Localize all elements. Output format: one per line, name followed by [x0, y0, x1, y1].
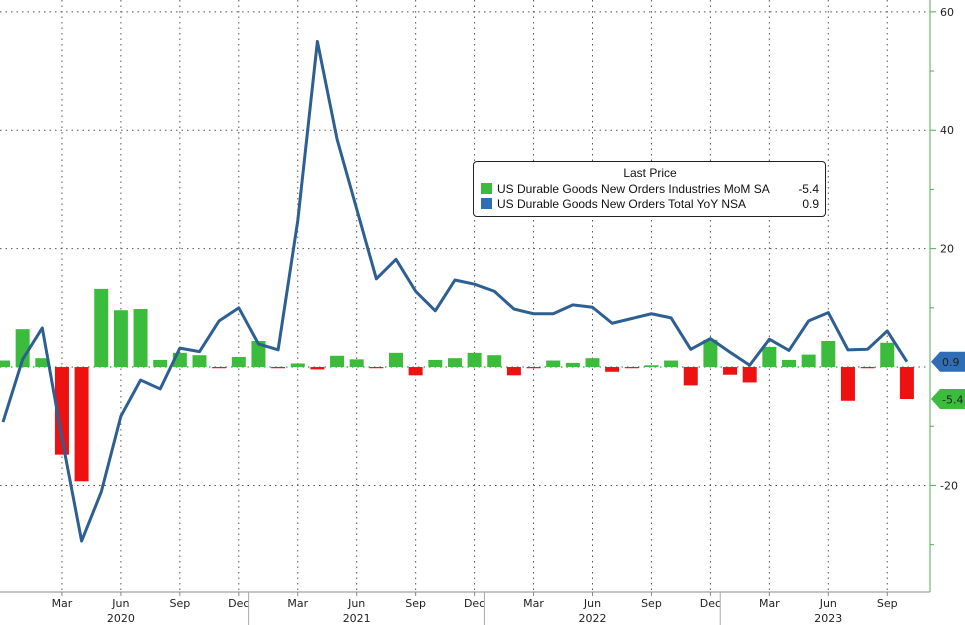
bar [290, 363, 305, 368]
x-tick-label: Jun [111, 597, 129, 610]
bar [624, 367, 639, 369]
bar [840, 367, 855, 401]
bar [585, 358, 600, 368]
x-year-label: 2023 [814, 612, 842, 625]
bar [153, 359, 168, 368]
legend: Last Price US Durable Goods New Orders I… [473, 161, 826, 217]
last-price-tag-line [931, 351, 965, 372]
bar [821, 340, 836, 368]
bar [310, 367, 325, 370]
y-tick-label: 20 [940, 243, 954, 256]
bar [782, 359, 796, 368]
x-tick-label: Dec [464, 597, 485, 610]
x-tick-label: Sep [405, 597, 426, 610]
bar [271, 367, 286, 369]
last-price-tag-bar-value: -5.4 [942, 394, 963, 407]
bar [447, 358, 462, 368]
bar [546, 360, 561, 368]
x-tick-label: Sep [877, 597, 898, 610]
bar [899, 367, 914, 400]
legend-label: US Durable Goods New Orders Industries M… [497, 181, 770, 196]
last-price-tags: 0.9 -5.4 [931, 351, 965, 410]
legend-swatch-green [481, 183, 492, 194]
bar [389, 352, 403, 368]
bar [428, 359, 443, 368]
bar [0, 360, 10, 368]
x-tick-label: Mar [523, 597, 544, 610]
bar [212, 367, 227, 369]
bar [113, 310, 128, 368]
y-ticks: 60 40 20 -20 [930, 6, 958, 546]
x-tick-label: Mar [52, 597, 73, 610]
x-tick-label: Jun [819, 597, 837, 610]
bar [664, 360, 679, 368]
bar [408, 367, 423, 376]
line-series-yoy [1, 39, 909, 543]
bar [35, 358, 50, 368]
bar [742, 367, 757, 383]
bar [94, 288, 109, 368]
x-tick-label: Mar [287, 597, 308, 610]
bar [251, 340, 266, 368]
x-tick-label: Sep [169, 597, 190, 610]
bar [330, 355, 345, 368]
bar [605, 367, 620, 372]
bar [526, 367, 541, 369]
x-year-label: 2020 [107, 612, 135, 625]
x-tick-label: Dec [700, 597, 721, 610]
bar [860, 367, 875, 369]
bar [192, 355, 207, 368]
x-ticks: Mar Jun Sep Dec Mar Jun Sep Dec Mar Jun Sep Dec Mar J… [52, 592, 898, 625]
x-tick-label: Mar [759, 597, 780, 610]
y-tick-label: 40 [940, 124, 954, 137]
x-tick-label: Jun [347, 597, 365, 610]
last-price-tag-bar [931, 389, 965, 410]
bar [467, 352, 482, 368]
legend-label: US Durable Goods New Orders Total YoY NS… [497, 196, 747, 211]
bar [762, 346, 777, 368]
bar [133, 309, 148, 368]
legend-swatch-blue [481, 198, 492, 209]
bar [644, 365, 659, 368]
bar [723, 367, 738, 375]
y-tick-label: -20 [940, 479, 958, 492]
legend-item-yoy: US Durable Goods New Orders Total YoY NS… [481, 196, 819, 211]
x-tick-label: Dec [228, 597, 249, 610]
x-tick-label: Jun [583, 597, 601, 610]
bar [74, 367, 89, 482]
bar [506, 367, 521, 376]
bar [565, 362, 580, 368]
bar [231, 356, 246, 368]
x-year-label: 2021 [343, 612, 371, 625]
bar [487, 355, 502, 368]
x-year-label: 2022 [579, 612, 607, 625]
bar [683, 367, 698, 386]
legend-value: 0.9 [802, 196, 819, 211]
last-price-tag-line-value: 0.9 [942, 356, 960, 369]
gridlines [0, 0, 930, 592]
bar [801, 354, 816, 368]
bar [15, 329, 30, 368]
bar [349, 359, 364, 368]
y-tick-label: 60 [940, 6, 954, 19]
legend-title: Last Price [623, 166, 677, 180]
bar-series [0, 288, 914, 482]
bar [54, 367, 69, 455]
bar [703, 339, 718, 368]
x-tick-label: Sep [641, 597, 662, 610]
legend-item-mom: US Durable Goods New Orders Industries M… [481, 181, 819, 196]
legend-value: -5.4 [798, 181, 819, 196]
bar [369, 367, 384, 369]
bar [880, 342, 895, 368]
